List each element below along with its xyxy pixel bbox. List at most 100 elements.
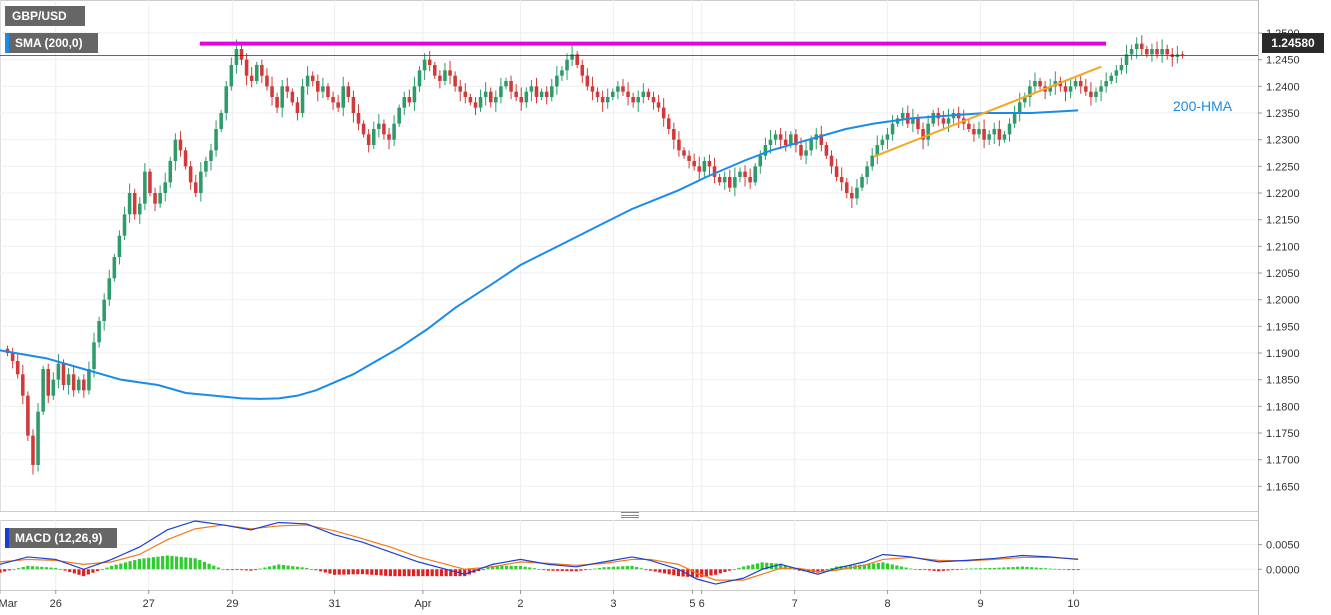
time-tick-label: 5 — [689, 598, 695, 610]
macd-histogram-bar — [300, 567, 304, 570]
candle-body — [926, 123, 930, 140]
candle-body — [509, 81, 513, 92]
price-tick-label: 1.2100 — [1266, 241, 1300, 253]
macd-histogram-bar — [704, 569, 708, 577]
candle-body — [138, 203, 142, 215]
macd-histogram-bar — [737, 567, 741, 570]
price-tick-label: 1.2250 — [1266, 161, 1300, 173]
candle-body — [728, 177, 732, 188]
candle-body — [107, 278, 112, 300]
candle-body — [783, 139, 788, 145]
candle-body — [697, 166, 702, 172]
price-tick-label: 1.1850 — [1266, 375, 1300, 387]
candle-body — [61, 363, 66, 385]
macd-histogram-bar — [667, 569, 671, 575]
candle-body — [473, 102, 478, 108]
macd-histogram-bar — [263, 567, 267, 570]
support-trendline — [873, 65, 1102, 158]
candle-body — [163, 182, 167, 193]
price-tick-label: 1.2200 — [1266, 188, 1300, 200]
macd-histogram-bar — [26, 565, 30, 570]
macd-histogram-bar — [481, 569, 485, 571]
candle-body — [575, 54, 579, 65]
candle-body — [173, 139, 178, 161]
time-tick-label: 6 — [699, 598, 705, 610]
price-tick-label: 1.1750 — [1266, 428, 1300, 440]
macd-histogram-bar — [477, 569, 481, 571]
sma-indicator-tag[interactable]: SMA (200,0) — [5, 33, 98, 53]
time-tick-label: Apr — [414, 598, 431, 610]
candle-body — [809, 139, 813, 151]
time-tick-label: Mar — [0, 598, 18, 610]
macd-histogram-bar — [281, 565, 286, 570]
macd-histogram-bar — [885, 563, 890, 570]
macd-histogram-bar — [546, 569, 550, 571]
candle-body — [239, 49, 244, 60]
time-tick-label: 2 — [517, 598, 523, 610]
pane-resize-handle[interactable] — [621, 512, 639, 518]
symbol-tag[interactable]: GBP/USD — [5, 6, 85, 26]
candle-body — [707, 161, 712, 167]
macd-histogram-bar — [556, 569, 560, 571]
price-tick-label: 1.2000 — [1266, 295, 1300, 307]
macd-histogram-bar — [607, 566, 611, 570]
candle-body — [1073, 81, 1078, 87]
candle-body — [900, 113, 905, 119]
macd-histogram-bar — [983, 568, 987, 570]
macd-histogram-bar — [769, 563, 774, 570]
candle-body — [1028, 86, 1032, 97]
price-tick-label: 1.2150 — [1266, 215, 1300, 227]
candle-body — [1134, 43, 1139, 49]
macd-histogram-bar — [332, 569, 337, 575]
candle-body — [229, 65, 234, 87]
candle-body — [590, 86, 595, 92]
candle-body — [534, 86, 539, 97]
macd-histogram-bar — [528, 567, 532, 570]
candle-body — [687, 155, 691, 161]
candle-body — [941, 118, 946, 124]
candle-body — [921, 129, 925, 140]
candle-body — [132, 193, 137, 215]
macd-indicator-tag[interactable]: MACD (12,26,9) — [5, 528, 117, 548]
price-tick-label: 1.2300 — [1266, 135, 1300, 147]
candle-body — [692, 161, 696, 167]
macd-histogram-bar — [258, 568, 262, 570]
candle-body — [758, 155, 763, 167]
candle-body — [834, 166, 839, 177]
macd-histogram-bar — [1020, 566, 1024, 570]
candle-body — [285, 86, 290, 92]
candle-body — [377, 123, 381, 129]
candle-body — [997, 129, 1002, 140]
macd-histogram-bar — [230, 569, 234, 571]
candle-body — [46, 369, 51, 396]
candle-body — [1114, 70, 1119, 76]
macd-histogram-bar — [63, 569, 67, 571]
candle-body — [204, 161, 208, 172]
candle-body — [1012, 113, 1017, 124]
candle-body — [412, 86, 417, 103]
candle-body — [972, 129, 976, 135]
candle-body — [875, 145, 880, 156]
macd-tick-label: 0.0050 — [1266, 540, 1300, 552]
macd-histogram-bar — [616, 566, 620, 570]
candle-body — [656, 102, 661, 108]
macd-histogram-bar — [188, 557, 193, 570]
candle-body — [392, 123, 396, 140]
candle-body — [1038, 81, 1042, 87]
candle-body — [387, 134, 391, 140]
macd-histogram-bar — [342, 569, 346, 575]
macd-histogram-bar — [40, 566, 44, 570]
macd-histogram-bar — [137, 558, 142, 570]
macd-histogram-bar — [909, 568, 913, 570]
candle-body — [1155, 49, 1159, 55]
candle-body — [331, 97, 335, 103]
candle-body — [992, 129, 997, 135]
macd-histogram-bar — [639, 568, 643, 570]
macd-histogram-bar — [323, 569, 327, 573]
macd-histogram-bar — [862, 564, 866, 570]
candle-body — [616, 86, 620, 92]
macd-histogram-bar — [402, 569, 406, 577]
macd-histogram-bar — [569, 569, 574, 572]
macd-histogram-bar — [161, 556, 165, 570]
